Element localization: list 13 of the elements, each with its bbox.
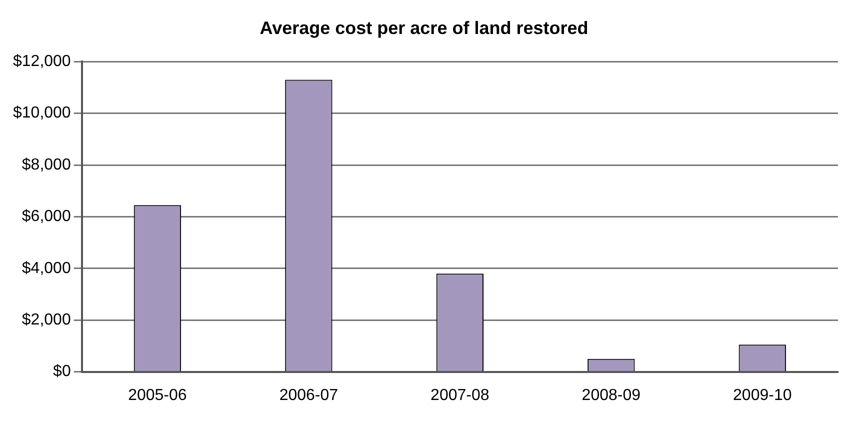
y-tick-label: $10,000: [12, 104, 71, 122]
x-tick-label: 2008-09: [582, 386, 641, 404]
x-tick-label: 2007-08: [430, 386, 490, 404]
x-tick-label: 2006-07: [279, 386, 338, 404]
y-tick-label: $6,000: [22, 208, 71, 226]
y-tick-label: $8,000: [22, 156, 71, 174]
x-tick-label: 2005-06: [128, 386, 187, 404]
y-tick-label: $4,000: [22, 260, 71, 277]
y-tick-label: $2,000: [22, 312, 71, 329]
x-tick-label: 2009-10: [733, 386, 792, 404]
y-tick-label: $0: [53, 363, 71, 380]
y-tick-label: $12,000: [12, 53, 71, 70]
chart-title: Average cost per acre of land restored: [260, 18, 588, 38]
